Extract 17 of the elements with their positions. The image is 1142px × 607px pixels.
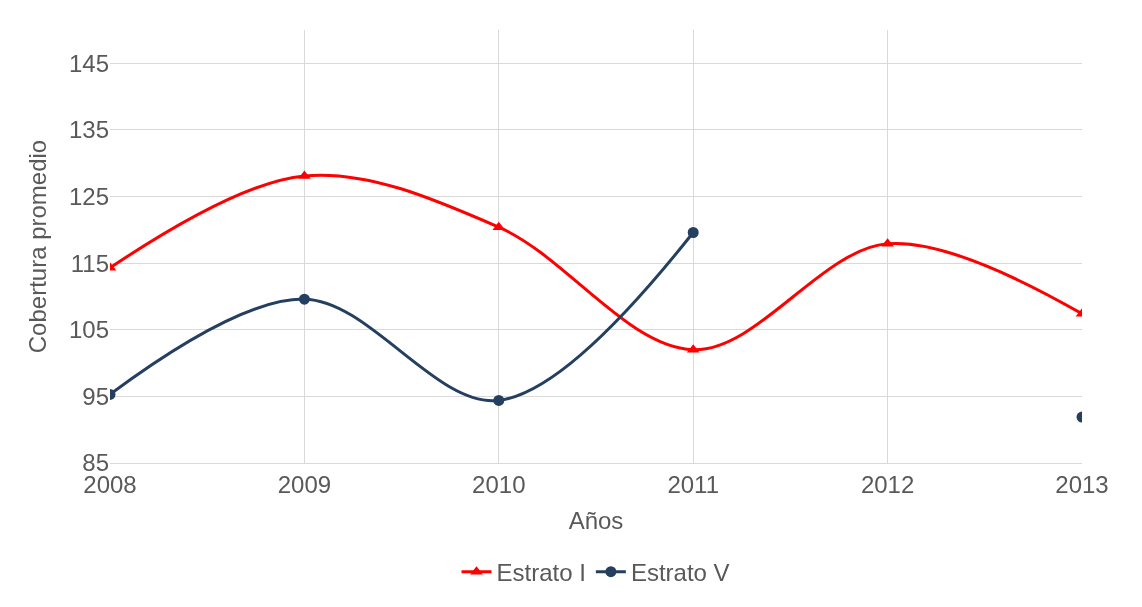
y-tick-label: 125 (68, 182, 109, 210)
legend-label: Estrato V (630, 559, 730, 587)
legend-label: Estrato I (496, 559, 586, 587)
y-tick-label: 145 (68, 49, 109, 77)
point (493, 394, 505, 406)
y-axis-title: Cobertura promedio (24, 139, 52, 354)
x-tick-label: 2009 (277, 470, 332, 498)
y-tick-label: 95 (82, 382, 109, 410)
x-tick-label: 2010 (472, 470, 526, 498)
x-tick-label: 2011 (667, 470, 719, 498)
y-tick-label: 115 (70, 249, 109, 277)
x-tick-label: 2012 (860, 470, 915, 498)
point (687, 227, 699, 239)
x-axis-title: Años (568, 507, 624, 535)
y-tick-label: 105 (68, 316, 109, 344)
y-tick-label: 135 (68, 116, 109, 144)
x-tick-label: 2013 (1055, 470, 1109, 498)
